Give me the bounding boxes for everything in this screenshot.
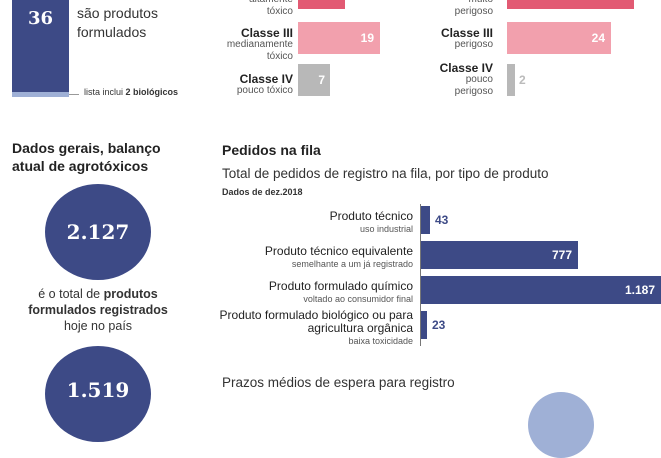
second-circle: 1.519 bbox=[45, 346, 151, 442]
queue-category-title: Produto técnico bbox=[329, 209, 413, 223]
tox1-label-classe4: Classe IV pouco tóxico bbox=[200, 73, 293, 97]
tox2-partial-sub2: perigoso bbox=[454, 6, 493, 17]
tox2-partial-sub1: muito bbox=[398, 0, 493, 6]
tox2-classe3-sub1: perigoso bbox=[454, 39, 493, 50]
queue-axis-line bbox=[420, 204, 421, 346]
queue-category-sub: uso industrial bbox=[359, 224, 413, 234]
tox1-classe4-title: Classe IV bbox=[239, 72, 293, 86]
queue-bar-value: 1.187 bbox=[624, 283, 655, 297]
left-panel-title-2: atual de agrotóxicos bbox=[12, 158, 149, 174]
queue-section-title: Pedidos na fila bbox=[222, 142, 321, 158]
tox2-value-classe4: 2 bbox=[519, 73, 526, 87]
tox1-bar-partial bbox=[298, 0, 345, 9]
tox2-bar-classe3 bbox=[507, 22, 611, 54]
tox1-classe3-sub1: medianamente bbox=[226, 39, 293, 50]
count-note-bold: 2 biológicos bbox=[125, 87, 179, 97]
queue-bar bbox=[421, 241, 578, 269]
desc-pre: é o total de bbox=[38, 287, 104, 301]
queue-category-sub: semelhante a um já registrado bbox=[291, 259, 413, 269]
note-leader bbox=[69, 94, 79, 95]
tox2-classe4-sub1: pouco bbox=[465, 74, 493, 85]
queue-date-note: Dados de dez.2018 bbox=[222, 187, 303, 197]
left-panel-desc: é o total de produtos formulados registr… bbox=[0, 286, 196, 334]
queue-subtitle: Total de pedidos de registro na fila, po… bbox=[222, 166, 549, 181]
tox1-value-classe3: 19 bbox=[360, 31, 374, 45]
desc-bold-1: produtos bbox=[103, 287, 158, 301]
tox2-value-classe3: 24 bbox=[591, 31, 605, 45]
count-note-prefix: lista inclui bbox=[84, 87, 126, 97]
count-block bbox=[12, 0, 69, 92]
tox1-partial-sub1: altamente bbox=[200, 0, 293, 6]
tox1-classe3-sub2: tóxico bbox=[266, 51, 293, 62]
queue-bar-value: 23 bbox=[432, 318, 446, 332]
tox1-bar-classe3 bbox=[298, 22, 380, 54]
tox1-classe4-sub1: pouco tóxico bbox=[236, 85, 293, 96]
queue-bar bbox=[421, 311, 427, 339]
queue-bar-value: 43 bbox=[435, 213, 449, 227]
queue-category-label: Produto formulado biológico ou para agri… bbox=[213, 309, 413, 348]
footer-circle bbox=[528, 392, 594, 458]
footer-title: Prazos médios de espera para registro bbox=[222, 375, 455, 390]
desc-bold-2: formulados registrados bbox=[28, 303, 168, 317]
queue-category-title: Produto formulado biológico ou para agri… bbox=[219, 308, 413, 335]
queue-bar bbox=[421, 276, 661, 304]
tox2-label-classe3: Classe III perigoso bbox=[398, 27, 493, 51]
queue-category-sub: baixa toxicidade bbox=[348, 336, 413, 346]
tox1-partial-label: altamente tóxico bbox=[200, 0, 293, 18]
count-value: 36 bbox=[27, 8, 54, 29]
queue-bar bbox=[421, 206, 430, 234]
tox1-partial-sub2: tóxico bbox=[266, 6, 293, 17]
count-text-2: formulados bbox=[77, 24, 147, 40]
desc-line-3: hoje no país bbox=[63, 319, 133, 333]
tox1-label-classe3: Classe III medianamente tóxico bbox=[200, 27, 293, 63]
queue-category-title: Produto formulado químico bbox=[268, 279, 413, 293]
total-circle: 2.127 bbox=[45, 184, 151, 280]
queue-category-label: Produto formulado químico voltado ao cons… bbox=[213, 279, 413, 306]
tox2-classe4-title: Classe IV bbox=[439, 61, 493, 75]
tox2-partial-label: muito perigoso bbox=[398, 0, 493, 18]
tox2-label-classe4: Classe IV pouco perigoso bbox=[398, 62, 493, 98]
tox1-bar-classe4 bbox=[298, 64, 330, 96]
tox2-bar-partial bbox=[507, 0, 634, 9]
count-note: lista inclui 2 biológicos bbox=[84, 87, 178, 97]
tox1-value-classe4: 7 bbox=[318, 73, 325, 87]
queue-category-label: Produto técnico equivalente semelhante a … bbox=[213, 244, 413, 271]
queue-bar-value: 777 bbox=[551, 248, 572, 262]
tox1-classe3-title: Classe III bbox=[240, 26, 293, 40]
queue-chart: 43 777 1.187 23 Produto técnico uso industri… bbox=[220, 200, 661, 350]
count-text-1: são produtos bbox=[77, 5, 158, 21]
left-panel-title-1: Dados gerais, balanço bbox=[12, 140, 161, 156]
tox2-classe3-title: Classe III bbox=[440, 26, 493, 40]
count-block-base bbox=[12, 92, 69, 97]
tox2-bar-classe4 bbox=[507, 64, 515, 96]
queue-category-title: Produto técnico equivalente bbox=[264, 244, 413, 258]
queue-category-sub: voltado ao consumidor final bbox=[303, 294, 413, 304]
queue-category-label: Produto técnico uso industrial bbox=[213, 209, 413, 236]
tox2-classe4-sub2: perigoso bbox=[454, 86, 493, 97]
